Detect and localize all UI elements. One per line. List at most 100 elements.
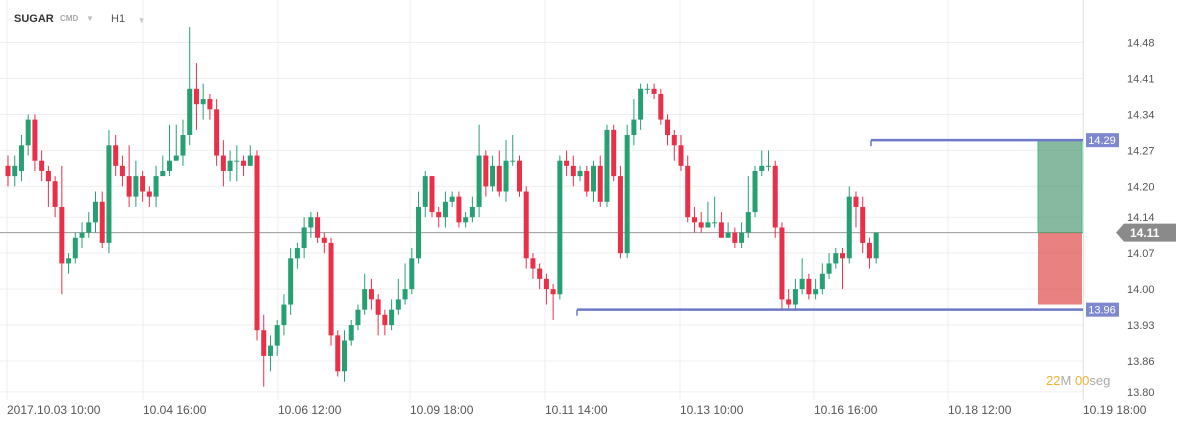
- candle: [537, 263, 543, 290]
- candle-body: [557, 160, 563, 295]
- candle: [32, 114, 38, 171]
- candle: [200, 83, 206, 120]
- timeframe-dropdown-icon[interactable]: ▼: [138, 16, 146, 25]
- candle-body: [106, 145, 112, 243]
- candle: [261, 314, 267, 387]
- candle-body: [819, 273, 825, 290]
- candle-body: [86, 222, 92, 233]
- price-tick-label: 14.48: [1127, 38, 1155, 50]
- candle-body: [691, 217, 697, 223]
- time-tick-label: 10.11 14:00: [545, 403, 608, 417]
- timeframe-selector[interactable]: H1: [111, 13, 126, 25]
- candle: [449, 191, 455, 207]
- candle-body: [200, 99, 206, 105]
- candle: [819, 263, 825, 295]
- candle-body: [187, 88, 193, 136]
- candle: [510, 135, 516, 166]
- candle: [469, 196, 475, 223]
- candle-body: [665, 119, 671, 136]
- countdown-seconds: 00: [1074, 373, 1090, 388]
- candle-body: [66, 258, 72, 264]
- candle-body: [718, 222, 724, 238]
- candle: [335, 330, 341, 377]
- candle: [308, 212, 314, 238]
- price-tick-label: 14.14: [1127, 212, 1155, 224]
- candle: [665, 114, 671, 146]
- candle: [214, 99, 220, 166]
- candle-body: [301, 227, 307, 249]
- candle-body: [133, 176, 139, 197]
- price-tick-label: 14.41: [1127, 74, 1155, 86]
- candle: [422, 170, 428, 218]
- symbol-dropdown-icon[interactable]: ▼: [86, 14, 94, 23]
- candle: [436, 206, 442, 228]
- candle-body: [496, 165, 502, 192]
- candle: [765, 150, 771, 171]
- candle-body: [483, 155, 489, 187]
- candle: [550, 283, 556, 320]
- candle-body: [126, 176, 132, 197]
- candle: [671, 129, 677, 161]
- candle-body: [39, 160, 45, 171]
- candle: [281, 294, 287, 336]
- candle: [651, 83, 657, 100]
- candle-body: [308, 217, 314, 228]
- candle-body: [25, 119, 31, 146]
- candle-body: [591, 165, 597, 192]
- candle-body: [543, 278, 549, 290]
- price-tick-label: 14.34: [1127, 109, 1155, 121]
- candle-body: [389, 309, 395, 326]
- candle-body: [712, 222, 718, 224]
- candle-body: [617, 176, 623, 254]
- time-tick-label: 10.18 12:00: [948, 403, 1012, 417]
- candle-body: [873, 232, 879, 259]
- candle: [860, 196, 866, 254]
- level-label: 14.29: [1088, 135, 1116, 147]
- candle-body: [220, 155, 226, 171]
- candle: [241, 155, 247, 177]
- candle-body: [321, 237, 327, 243]
- candle: [483, 150, 489, 197]
- take-profit-zone: [1037, 139, 1083, 234]
- candle: [442, 191, 448, 228]
- candle-body: [813, 289, 819, 295]
- candle: [193, 63, 199, 130]
- candle-body: [5, 165, 11, 177]
- candle: [409, 248, 415, 295]
- candle: [799, 258, 805, 295]
- candle: [220, 140, 226, 187]
- candle-body: [119, 165, 125, 177]
- candle-body: [799, 278, 805, 290]
- candle: [355, 304, 361, 331]
- candle: [840, 248, 846, 290]
- level-label-box: [1086, 133, 1119, 148]
- candle-body: [759, 165, 765, 171]
- candle-body: [826, 263, 832, 274]
- time-tick-label: 10.04 16:00: [143, 403, 207, 417]
- candle: [516, 155, 522, 197]
- candle: [92, 191, 98, 233]
- candle: [678, 135, 684, 171]
- candle-body: [355, 309, 361, 326]
- candle-body: [537, 268, 543, 279]
- candle-body: [631, 119, 637, 136]
- candle-body: [550, 289, 556, 295]
- candle: [113, 135, 119, 177]
- candle: [718, 212, 724, 238]
- candle-body: [806, 278, 812, 295]
- candle-body: [611, 129, 617, 177]
- candle: [846, 186, 852, 264]
- candle: [476, 124, 482, 218]
- candle: [530, 253, 536, 279]
- candle: [86, 212, 92, 238]
- candle: [207, 93, 213, 120]
- candle-body: [463, 217, 469, 223]
- price-tick-label: 14.27: [1127, 145, 1155, 157]
- candle: [543, 273, 549, 305]
- candle-body: [416, 206, 422, 259]
- candle: [611, 124, 617, 182]
- candle-body: [779, 227, 785, 300]
- candle-body: [651, 88, 657, 94]
- candle-body: [18, 145, 24, 171]
